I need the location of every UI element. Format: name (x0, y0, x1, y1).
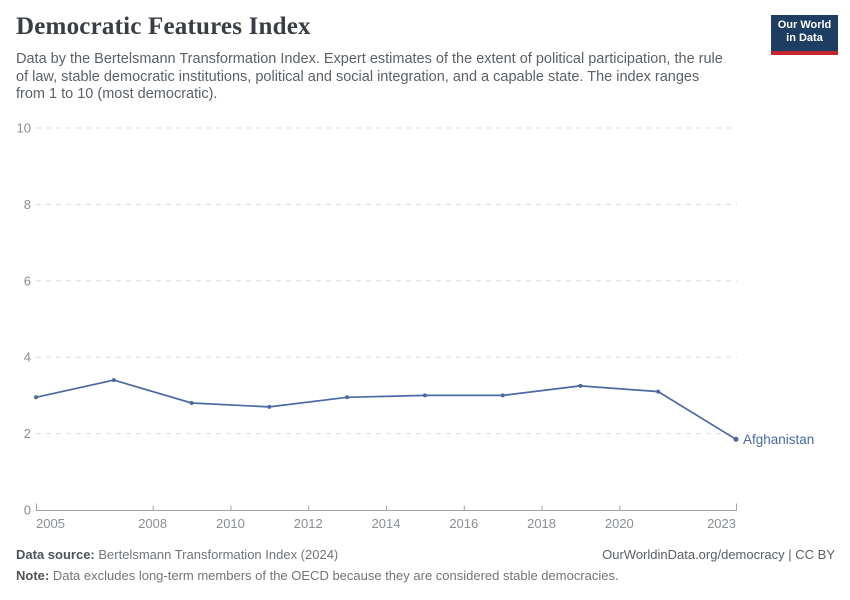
page-title: Democratic Features Index (16, 13, 311, 40)
y-tick-label: 0 (24, 503, 31, 518)
x-tick-label: 2023 (707, 516, 736, 531)
series-line (35, 379, 737, 441)
data-point (34, 395, 38, 400)
x-tick-label: 2008 (138, 516, 167, 531)
owid-logo-line2: in Data (786, 32, 823, 44)
data-point (422, 393, 427, 398)
data-source-value: Bertelsmann Transformation Index (2024) (94, 547, 339, 562)
note-label: Note: (16, 568, 50, 583)
data-point (111, 378, 116, 383)
owid-logo-accent-bar (771, 51, 838, 55)
y-tick-label: 4 (24, 350, 31, 365)
note-value: Data excludes long-term members of the O… (49, 568, 619, 583)
note-text: Note: Data excludes long-term members of… (16, 568, 619, 583)
chart-subtitle: Data by the Bertelsmann Transformation I… (16, 51, 723, 102)
owid-logo: Our World in Data (771, 15, 838, 55)
data-point (345, 395, 350, 400)
owid-url-and-license: OurWorldinData.org/democracy | CC BY (602, 547, 835, 562)
y-tick-label: 10 (17, 121, 31, 136)
owid-logo-line1: Our World (777, 19, 832, 31)
data-source-label: Data source: (16, 547, 95, 562)
x-tick-label: 2016 (449, 516, 478, 531)
data-source-text: Data source: Bertelsmann Transformation … (16, 547, 338, 562)
series-label: Afghanistan (743, 432, 814, 447)
data-point (500, 393, 505, 398)
x-tick-label: 2010 (216, 516, 245, 531)
data-point (189, 401, 194, 405)
data-point (733, 436, 739, 442)
x-tick-label: 2020 (605, 516, 634, 531)
y-tick-label: 2 (24, 426, 31, 441)
x-tick-label: 2014 (372, 516, 401, 531)
x-tick-label: 2005 (36, 516, 65, 531)
chart-svg: 0 2 4 6 8 10 2005 2008 2010 2012 2014 2016 2018 2020 2… (17, 121, 815, 532)
y-tick-label: 6 (24, 273, 31, 288)
y-tick-label: 8 (24, 197, 31, 212)
data-point (267, 404, 272, 409)
x-tick-label: 2018 (527, 516, 556, 531)
data-point (578, 383, 583, 388)
chart-footer: Data source: Bertelsmann Transformation … (16, 547, 835, 583)
x-tick-label: 2012 (294, 516, 323, 531)
data-point (656, 389, 661, 394)
